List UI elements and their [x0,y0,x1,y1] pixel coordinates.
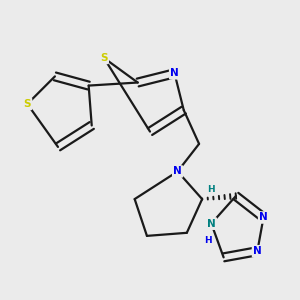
Text: N: N [170,68,179,78]
Text: N: N [253,246,262,256]
Text: N: N [259,212,268,223]
Text: H: H [205,236,212,245]
Text: N: N [207,219,216,229]
Text: S: S [24,99,31,109]
Text: S: S [100,53,108,63]
Text: H: H [208,185,215,194]
Text: N: N [173,167,182,176]
Text: N: N [207,219,216,229]
